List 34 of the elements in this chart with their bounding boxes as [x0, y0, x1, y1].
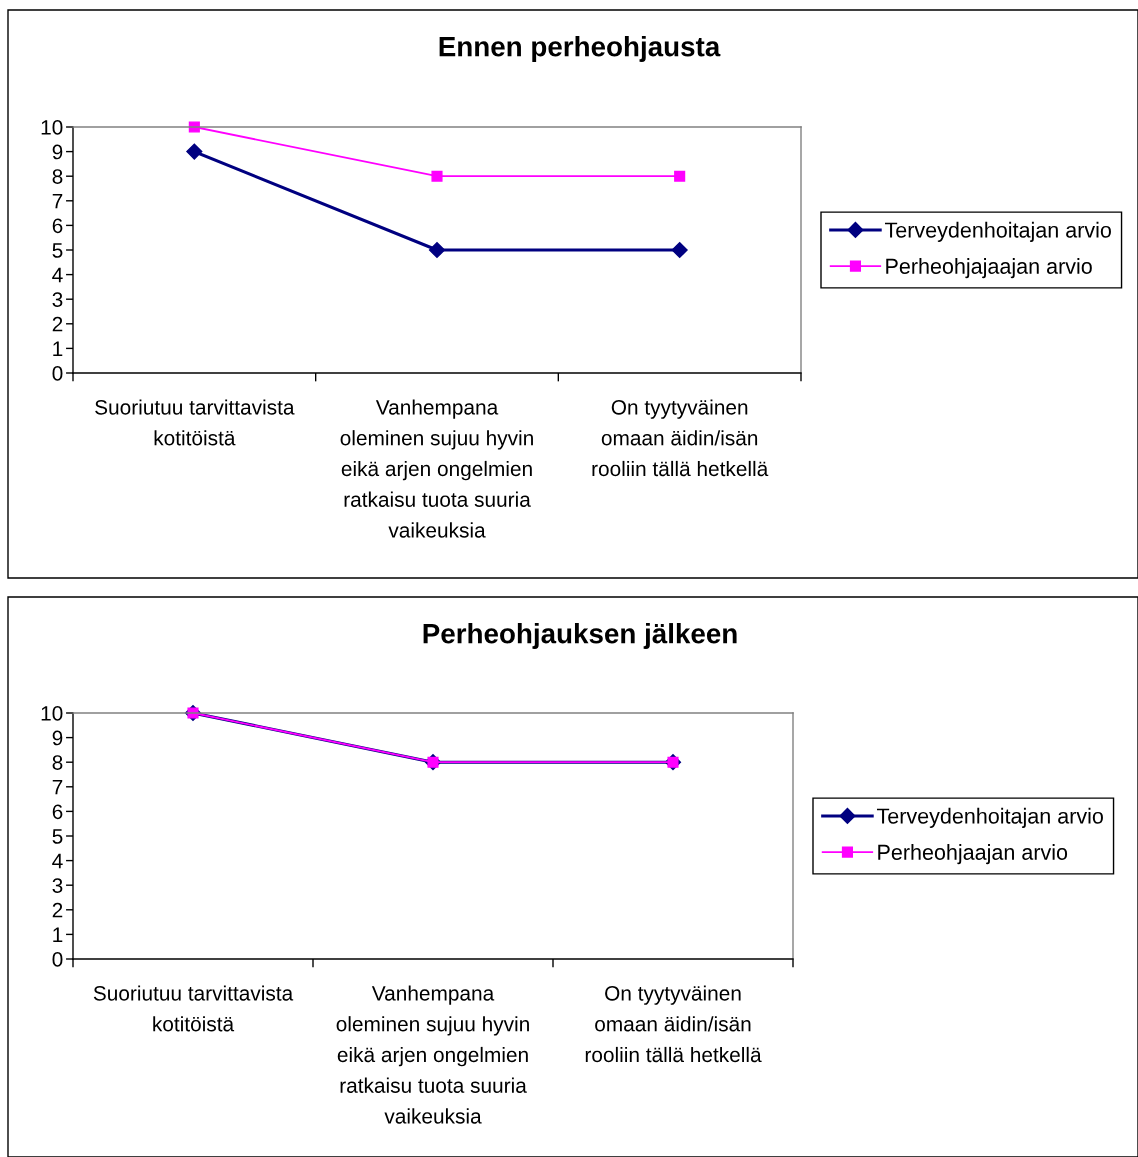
legend-label: Terveydenhoitajan arvio [876, 807, 1103, 828]
y-tick-label: 8 [52, 755, 63, 770]
x-tick-label: On tyytyväinen omaan äidin/isän rooliin tällä hetkellä [592, 399, 769, 477]
y-tick-label: 2 [52, 316, 63, 332]
y-tick-label: 7 [52, 194, 63, 209]
y-tick-label: 2 [52, 902, 63, 918]
x-tick-label: Vanhempana oleminen sujuu hyvin eikä arjen ongelmien ratkaisu tuota suuria vaikeuksia [336, 985, 529, 1124]
y-tick-label: 9 [52, 144, 63, 160]
y-tick-label: 5 [52, 829, 63, 844]
x-tick-label: Suoriutuu tarvittavista kotitöistä [93, 985, 294, 1032]
y-tick-label: 8 [52, 169, 63, 184]
y-tick-label: 4 [52, 853, 63, 869]
legend-label: Perheohjajaajan arvio [886, 258, 1092, 279]
y-tick-label: 7 [52, 780, 63, 795]
legend-label: Perheohjaajan arvio [878, 844, 1068, 865]
chart-title: Ennen perheohjausta [439, 36, 721, 62]
y-tick-label: 6 [52, 218, 63, 234]
y-tick-label: 10 [41, 120, 63, 135]
x-tick-label: Vanhempana oleminen sujuu hyvin eikä arjen ongelmien ratkaisu tuota suuria vaikeuksia [340, 399, 533, 538]
x-tick-label: Suoriutuu tarvittavista kotitöistä [95, 399, 295, 446]
y-tick-label: 3 [52, 292, 63, 307]
y-tick-label: 6 [52, 804, 63, 820]
y-tick-label: 4 [52, 267, 63, 283]
x-tick-label: On tyytyväinen omaan äidin/isän rooliin tällä hetkellä [585, 985, 762, 1063]
y-tick-label: 0 [52, 366, 63, 381]
legend-label: Terveydenhoitajan arvio [884, 221, 1111, 242]
chart-title: Perheohjauksen jälkeen [423, 623, 737, 649]
y-tick-label: 0 [52, 952, 63, 967]
y-tick-label: 3 [52, 878, 63, 893]
y-tick-label: 1 [53, 927, 63, 942]
y-tick-label: 1 [53, 341, 63, 356]
y-tick-label: 10 [41, 706, 63, 721]
y-tick-label: 5 [52, 243, 63, 258]
y-tick-label: 9 [52, 730, 63, 746]
